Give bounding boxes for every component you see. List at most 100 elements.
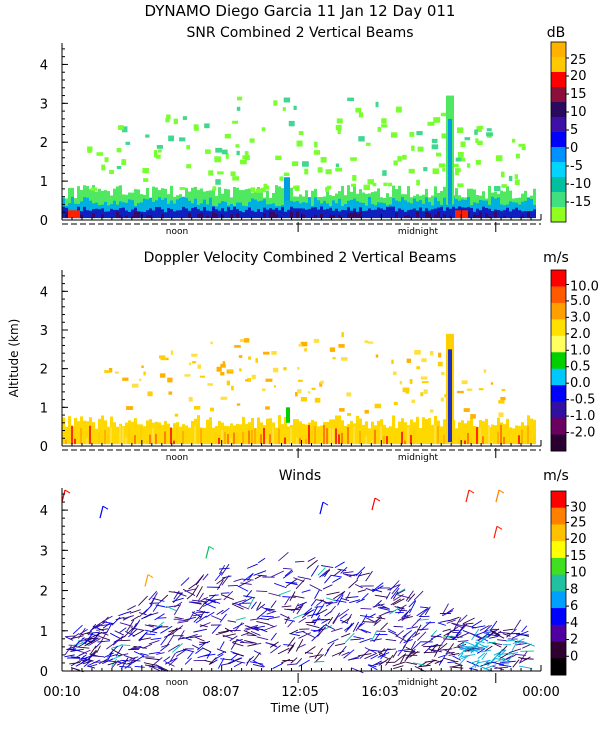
data-cell bbox=[326, 208, 329, 219]
data-cell bbox=[131, 209, 134, 219]
data-cell bbox=[491, 440, 493, 445]
data-cell bbox=[443, 214, 446, 219]
wind-barb bbox=[453, 644, 467, 649]
wind-barb bbox=[371, 588, 383, 593]
colorbar-frame bbox=[550, 41, 567, 223]
wind-barb bbox=[148, 651, 161, 655]
data-cell bbox=[119, 208, 122, 219]
data-cell bbox=[372, 182, 377, 187]
data-cell bbox=[227, 189, 230, 219]
data-cell bbox=[395, 428, 398, 445]
y-tick-label: 1 bbox=[40, 401, 48, 416]
colorbar-segment bbox=[551, 207, 566, 223]
x-tick-label: 00:10 bbox=[43, 685, 80, 700]
wind-barb bbox=[101, 658, 114, 665]
wind-barb bbox=[278, 552, 289, 562]
data-cell bbox=[203, 427, 206, 445]
data-cell bbox=[176, 199, 179, 219]
y-tick-label: 3 bbox=[40, 544, 48, 559]
wind-barb bbox=[244, 640, 257, 644]
data-cell bbox=[128, 426, 130, 445]
data-cell bbox=[101, 415, 104, 445]
wind-barb bbox=[493, 649, 506, 656]
data-cell bbox=[518, 435, 520, 445]
wind-barb bbox=[446, 619, 456, 624]
wind-barb bbox=[338, 608, 350, 617]
data-cell bbox=[371, 439, 373, 445]
data-cell bbox=[332, 215, 335, 219]
wind-barb bbox=[116, 639, 131, 642]
wind-barb bbox=[449, 629, 460, 632]
wind-barb bbox=[368, 664, 377, 668]
wind-barb bbox=[343, 649, 355, 659]
wind-barb bbox=[358, 653, 372, 657]
wind-barb bbox=[75, 660, 87, 667]
wind-barb bbox=[133, 645, 147, 649]
data-cell bbox=[128, 211, 131, 219]
data-cell bbox=[281, 188, 284, 219]
data-cell bbox=[170, 209, 173, 219]
wind-barb bbox=[466, 660, 480, 667]
wind-barb bbox=[219, 641, 225, 650]
wind-barb bbox=[420, 621, 431, 631]
wind-barb bbox=[370, 654, 379, 660]
data-cell bbox=[377, 420, 380, 445]
data-cell bbox=[308, 197, 311, 219]
data-cell bbox=[346, 392, 352, 397]
data-cell bbox=[224, 211, 227, 219]
wind-barb bbox=[423, 645, 433, 654]
data-cell bbox=[533, 434, 535, 445]
wind-barb bbox=[220, 658, 235, 661]
data-cell bbox=[430, 409, 434, 413]
data-cell bbox=[462, 210, 468, 219]
data-cell bbox=[87, 147, 92, 153]
wind-barb bbox=[475, 645, 489, 649]
data-cell bbox=[287, 209, 290, 219]
wind-barb bbox=[253, 570, 267, 576]
wind-barb bbox=[214, 571, 223, 582]
data-cell bbox=[377, 207, 380, 219]
wind-barb bbox=[266, 610, 277, 615]
data-cell bbox=[283, 97, 291, 103]
wind-barb bbox=[171, 643, 183, 653]
wind-barb bbox=[256, 636, 269, 641]
wind-barb bbox=[194, 636, 205, 642]
data-cell bbox=[260, 211, 263, 219]
data-cell bbox=[126, 406, 134, 410]
wind-barb bbox=[419, 606, 429, 609]
wind-barb bbox=[443, 648, 456, 656]
wind-barb bbox=[380, 622, 389, 631]
wind-barb bbox=[216, 577, 226, 585]
wind-barb bbox=[332, 615, 339, 625]
data-cell bbox=[365, 421, 368, 445]
data-cell bbox=[335, 163, 340, 168]
data-cell bbox=[206, 210, 209, 219]
wind-barb bbox=[88, 638, 101, 646]
data-cell bbox=[217, 171, 224, 175]
wind-barb bbox=[107, 654, 117, 658]
data-cell bbox=[314, 141, 318, 148]
data-cell bbox=[404, 422, 407, 445]
data-cell bbox=[242, 212, 245, 219]
wind-barb bbox=[352, 621, 360, 633]
data-cell bbox=[89, 425, 91, 445]
data-cell bbox=[500, 424, 502, 445]
data-cell bbox=[420, 392, 424, 397]
data-cell bbox=[364, 409, 369, 414]
data-cell bbox=[503, 215, 506, 219]
wind-barb bbox=[374, 616, 383, 623]
wind-barb bbox=[416, 608, 428, 617]
data-cell bbox=[269, 434, 271, 445]
data-cell bbox=[437, 425, 439, 445]
wind-barb bbox=[193, 615, 201, 623]
wind-barb bbox=[286, 663, 297, 666]
wind-barb bbox=[327, 638, 339, 645]
panel-title: Doppler Velocity Combined 2 Vertical Bea… bbox=[144, 250, 457, 266]
data-cell bbox=[266, 209, 269, 219]
wind-barb bbox=[250, 617, 262, 621]
wind-barb bbox=[247, 643, 256, 647]
data-cell bbox=[203, 207, 206, 219]
wind-barb bbox=[474, 641, 488, 649]
data-cell bbox=[432, 168, 439, 175]
wind-barb bbox=[284, 597, 290, 606]
